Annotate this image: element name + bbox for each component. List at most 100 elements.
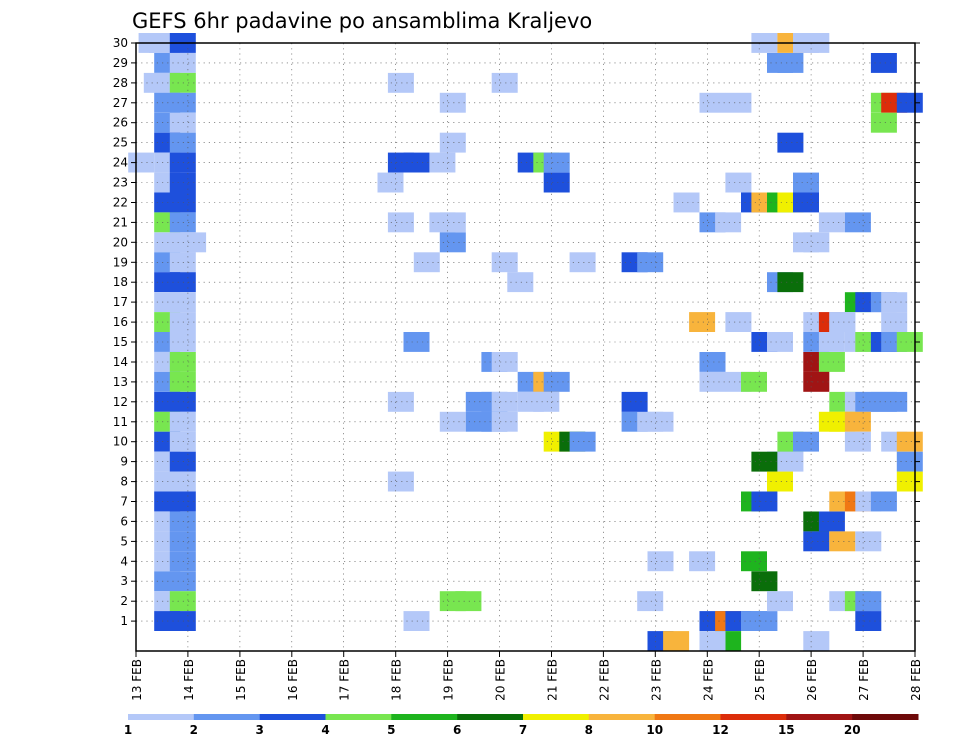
precip-cell (699, 371, 726, 392)
precip-cell (387, 212, 414, 233)
x-tick-label: 19 FEB (442, 659, 456, 701)
y-tick-label: 14 (113, 355, 128, 369)
precip-cell (896, 92, 923, 113)
y-tick-label: 1 (120, 614, 128, 628)
precip-cell (725, 312, 752, 332)
precip-cell (803, 371, 830, 392)
heatmap-cells (128, 33, 923, 651)
precip-cell (439, 212, 466, 233)
colorbar-swatch (852, 714, 919, 720)
precip-cell (896, 332, 923, 352)
precip-cell (777, 132, 804, 153)
precip-cell (387, 471, 414, 492)
x-tick-label: 16 FEB (286, 659, 300, 701)
x-tick-label: 14 FEB (182, 659, 196, 701)
precip-cell (439, 411, 466, 432)
colorbar-swatch (720, 714, 787, 720)
precip-cell (793, 232, 819, 253)
y-tick-label: 8 (120, 475, 128, 489)
precip-cell (543, 152, 570, 173)
precip-cell (793, 192, 819, 213)
precip-cell (767, 471, 793, 492)
colorbar-swatch (786, 714, 853, 720)
y-tick-label: 6 (120, 514, 128, 528)
precip-cell (491, 252, 518, 273)
x-axis: 13 FEB 14 FEB 15 FEB 16 FEB 17 FEB 18 FEB 19 F… (130, 651, 923, 701)
precip-cell (855, 591, 882, 612)
precip-cell (543, 172, 570, 193)
y-tick-label: 13 (113, 375, 128, 389)
precip-cell (569, 252, 596, 273)
y-tick-label: 26 (113, 116, 128, 130)
colorbar-swatch (654, 714, 721, 720)
y-tick-label: 22 (113, 196, 128, 210)
precip-cell (870, 112, 897, 133)
y-tick-label: 28 (113, 76, 128, 90)
colorbar-swatch (588, 714, 656, 720)
precip-cell (699, 631, 726, 651)
precip-cell (741, 371, 767, 392)
precip-cell (818, 212, 845, 233)
precip-cell (751, 491, 778, 512)
precip-cell (881, 312, 908, 332)
precip-cell (180, 232, 207, 253)
x-tick-label: 24 FEB (701, 659, 715, 701)
precip-cell (543, 371, 570, 392)
precip-cell (491, 391, 518, 412)
precip-cell (689, 312, 716, 332)
precip-cell (844, 212, 871, 233)
precip-cell (855, 531, 882, 552)
precip-cell (793, 431, 819, 452)
y-tick-label: 12 (113, 395, 128, 409)
precip-cell (767, 591, 793, 612)
precip-cell (637, 252, 664, 273)
x-tick-label: 22 FEB (597, 659, 611, 701)
x-tick-label: 23 FEB (649, 659, 663, 701)
precip-cell (715, 212, 742, 233)
colorbar-label: 10 (646, 723, 663, 737)
y-tick-label: 4 (120, 554, 128, 568)
y-tick-label: 21 (113, 215, 128, 229)
x-tick-label: 26 FEB (805, 659, 819, 701)
colorbar-label: 4 (321, 723, 329, 737)
x-tick-label: 17 FEB (338, 659, 352, 701)
colorbar-label: 5 (387, 723, 395, 737)
x-tick-label: 15 FEB (234, 659, 248, 701)
y-tick-label: 5 (120, 534, 128, 548)
precip-cell (507, 272, 534, 293)
y-tick-label: 20 (113, 235, 128, 249)
precip-cell (896, 431, 923, 452)
precip-cell (870, 491, 897, 512)
precip-cell (637, 591, 664, 612)
precip-cell (896, 451, 923, 472)
precip-cell (725, 92, 752, 113)
precip-cell (455, 591, 482, 612)
precip-cell (896, 471, 923, 492)
colorbar-label: 2 (190, 723, 198, 737)
precip-cell (818, 332, 845, 352)
precip-cell (647, 551, 674, 572)
chart-title: GEFS 6hr padavine po ansamblima Kraljevo (132, 9, 592, 33)
precip-cell (439, 92, 466, 113)
precip-cell (699, 92, 726, 113)
y-tick-label: 25 (113, 136, 128, 150)
precip-cell (777, 451, 804, 472)
precip-cell (387, 391, 414, 412)
colorbar-swatch (523, 714, 590, 720)
colorbar-swatch (325, 714, 392, 720)
y-tick-label: 18 (113, 275, 128, 289)
precip-cell (844, 411, 871, 432)
precip-cell (403, 152, 430, 173)
y-tick-label: 7 (120, 495, 128, 509)
y-tick-label: 23 (113, 176, 128, 190)
plot-frame (135, 42, 916, 652)
precip-cell (803, 531, 830, 552)
x-tick-label: 13 FEB (130, 659, 144, 701)
colorbar-swatch (128, 714, 195, 720)
precip-cell (491, 411, 518, 432)
colorbar-label: 7 (519, 723, 527, 737)
precip-cell (751, 611, 778, 631)
precip-cell (699, 352, 726, 372)
precip-cell (777, 272, 804, 293)
